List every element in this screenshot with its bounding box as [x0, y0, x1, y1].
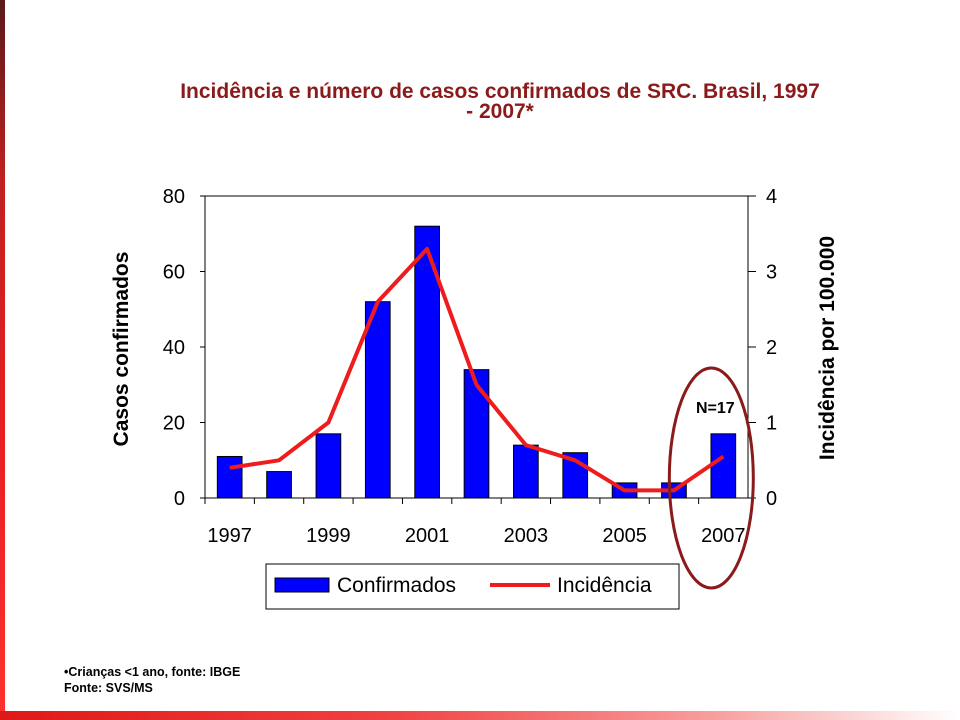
y-axis-left-tick-label: 60: [163, 262, 185, 284]
x-axis-tick-label: 1997: [207, 525, 252, 547]
y-axis-left-tick-label: 20: [163, 413, 185, 435]
bottom-accent-bar: [0, 711, 960, 720]
legend-label-incidencia: Incidência: [557, 574, 652, 597]
x-axis-tick-label: 2007: [701, 525, 746, 547]
y-axis-right-tick-label: 2: [766, 337, 777, 359]
y-axis-left-tick-label: 40: [163, 337, 185, 359]
legend-label-confirmados: Confirmados: [337, 574, 456, 597]
footnote-source-svs: Fonte: SVS/MS: [64, 681, 153, 695]
x-axis-tick-label: 1999: [306, 525, 351, 547]
bar: [266, 471, 292, 499]
x-axis-tick-label: 2001: [405, 525, 450, 547]
y-axis-right-tick-label: 0: [766, 488, 777, 510]
bar: [463, 369, 490, 499]
y-axis-left-tick-label: 80: [163, 186, 185, 208]
y-axis-right-tick-label: 1: [766, 413, 777, 435]
footnote-source-ibge: •Crianças <1 ano, fonte: IBGE: [64, 665, 241, 679]
highlight-ellipse: [667, 366, 755, 590]
y-axis-left-tick-label: 0: [174, 488, 185, 510]
legend-box: [265, 563, 680, 610]
bar: [364, 301, 391, 499]
x-axis-tick-label: 2003: [504, 525, 549, 547]
chart-title-line-2: - 2007*: [466, 100, 534, 123]
y-axis-right-tick-label: 4: [766, 186, 777, 208]
bar: [562, 452, 589, 499]
bar: [315, 433, 342, 499]
legend-bar-swatch: [274, 577, 330, 593]
bar: [513, 444, 539, 499]
y-axis-right-tick-label: 3: [766, 262, 777, 284]
y-axis-left-title: Casos confirmados: [110, 252, 133, 447]
annotation-label: N=17: [696, 400, 735, 417]
x-axis-tick-label: 2005: [602, 525, 647, 547]
chart-title-line-1: Incidência e número de casos confirmados…: [180, 80, 820, 103]
series-line: [229, 246, 725, 493]
footnote: •Crianças <1 ano, fonte: IBGE Fonte: SVS…: [64, 664, 240, 696]
chart-title: Incidência e número de casos confirmados…: [100, 80, 900, 123]
bar: [216, 455, 243, 499]
left-accent-bar: [0, 0, 5, 720]
y-axis-right-title: Incidência por 100.000: [816, 236, 839, 460]
bar: [710, 433, 737, 499]
